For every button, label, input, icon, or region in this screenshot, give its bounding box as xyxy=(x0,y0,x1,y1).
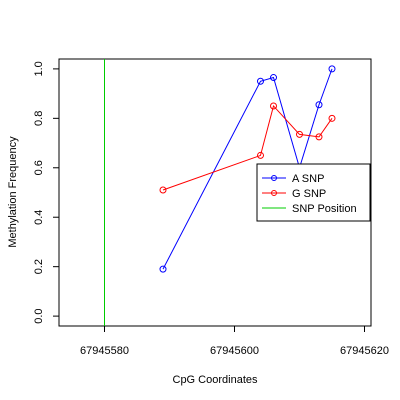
plot-frame xyxy=(58,58,372,327)
legend-label-snp-position: SNP Position xyxy=(292,203,357,215)
series-line-g-snp xyxy=(162,104,333,191)
y-axis-label: Methylation Frequency xyxy=(7,136,19,248)
data-point-a-snp xyxy=(270,74,277,82)
x-tick-label: 67945580 xyxy=(80,345,129,357)
series-layer xyxy=(159,65,336,273)
y-tick-label: 0.4 xyxy=(33,210,45,225)
data-point-g-snp xyxy=(270,102,277,110)
data-point-g-snp xyxy=(159,186,167,194)
y-axis: 0.0 0.2 0.4 0.6 0.8 1.0 xyxy=(33,61,59,324)
data-point-g-snp xyxy=(257,151,264,159)
y-tick-label: 0.8 xyxy=(33,111,45,126)
x-axis-label: CpG Coordinates xyxy=(173,374,258,386)
data-point-a-snp xyxy=(328,65,336,73)
y-tick-label: 0.0 xyxy=(33,308,45,323)
x-tick-label: 67945620 xyxy=(340,345,389,357)
data-point-g-snp xyxy=(328,114,336,122)
y-tick-label: 1.0 xyxy=(33,61,45,76)
data-point-a-snp xyxy=(159,265,167,273)
data-point-g-snp xyxy=(315,133,323,141)
series-line-a-snp xyxy=(162,68,333,270)
legend-marker xyxy=(271,175,277,181)
x-tick-label: 67945600 xyxy=(210,345,259,357)
legend-label-g-snp: G SNP xyxy=(292,188,326,200)
y-tick-label: 0.6 xyxy=(33,160,45,175)
data-point-a-snp xyxy=(257,77,264,85)
x-axis: 67945580 67945600 67945620 xyxy=(80,326,389,357)
legend-label-a-snp: A SNP xyxy=(292,173,324,185)
y-tick-label: 0.2 xyxy=(33,259,45,274)
legend: A SNP G SNP SNP Position xyxy=(256,163,371,222)
legend-marker xyxy=(271,190,277,196)
data-point-a-snp xyxy=(315,101,323,109)
data-point-g-snp xyxy=(296,130,303,138)
